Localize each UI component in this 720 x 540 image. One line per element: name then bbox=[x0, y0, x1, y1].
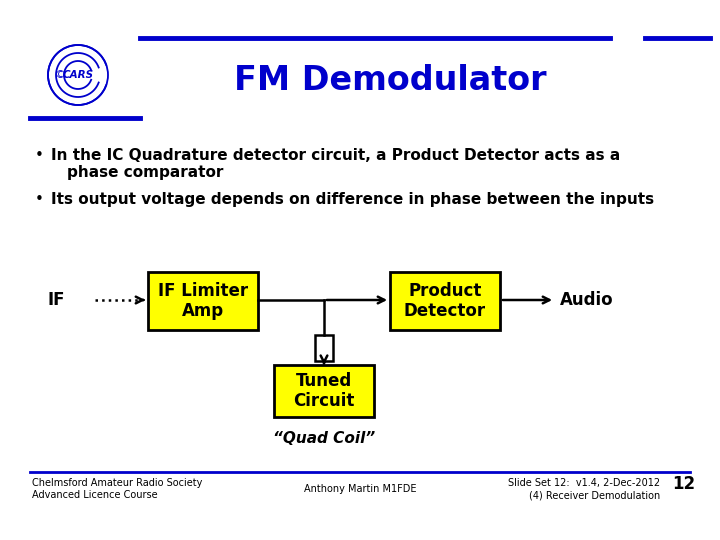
Text: Slide Set 12:  v1.4, 2-Dec-2012: Slide Set 12: v1.4, 2-Dec-2012 bbox=[508, 478, 660, 488]
Text: In the IC Quadrature detector circuit, a Product Detector acts as a: In the IC Quadrature detector circuit, a… bbox=[51, 148, 620, 163]
Bar bbox=[315, 335, 333, 361]
Text: Chelmsford Amateur Radio Society: Chelmsford Amateur Radio Society bbox=[32, 478, 202, 488]
Text: •: • bbox=[35, 192, 44, 207]
Text: Anthony Martin M1FDE: Anthony Martin M1FDE bbox=[304, 484, 416, 494]
Text: Circuit: Circuit bbox=[293, 392, 355, 410]
Text: Amp: Amp bbox=[182, 302, 224, 320]
Text: Detector: Detector bbox=[404, 302, 486, 320]
Text: (4) Receiver Demodulation: (4) Receiver Demodulation bbox=[528, 490, 660, 500]
Text: phase comparator: phase comparator bbox=[67, 165, 223, 180]
Text: “Quad Coil”: “Quad Coil” bbox=[273, 431, 375, 446]
Text: Its output voltage depends on difference in phase between the inputs: Its output voltage depends on difference… bbox=[51, 192, 654, 207]
Text: 12: 12 bbox=[672, 475, 695, 493]
Bar bbox=[148, 272, 258, 330]
Text: Tuned: Tuned bbox=[296, 372, 352, 390]
Text: FM Demodulator: FM Demodulator bbox=[234, 64, 546, 97]
Text: •: • bbox=[35, 148, 44, 163]
Text: Advanced Licence Course: Advanced Licence Course bbox=[32, 490, 158, 500]
Bar bbox=[274, 365, 374, 417]
Text: Product: Product bbox=[408, 282, 482, 300]
Text: IF Limiter: IF Limiter bbox=[158, 282, 248, 300]
Text: CARS: CARS bbox=[63, 70, 94, 80]
Text: IF: IF bbox=[48, 291, 65, 309]
Text: Audio: Audio bbox=[560, 291, 613, 309]
Bar bbox=[390, 272, 500, 330]
Text: ©: © bbox=[55, 70, 66, 80]
